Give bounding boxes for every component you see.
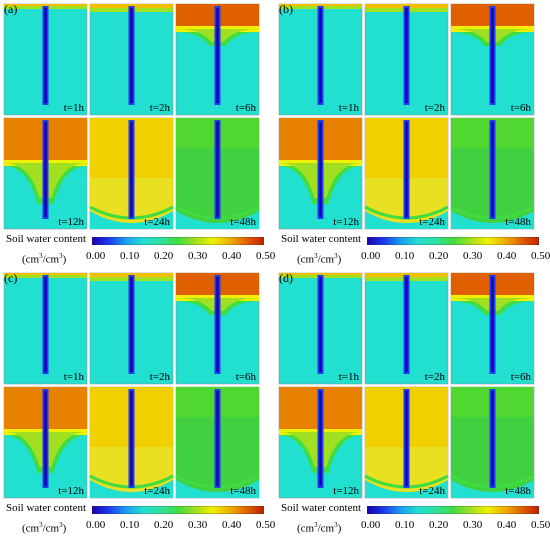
time-label: t=6h — [236, 371, 257, 383]
soil-profile-subplot — [89, 386, 174, 499]
time-label: t=1h — [64, 371, 85, 383]
colorbar-tick: 0.20 — [154, 250, 174, 262]
time-label: t=6h — [236, 102, 257, 114]
time-label: t=48h — [230, 216, 256, 228]
panel-label: (a) — [4, 2, 18, 16]
soil-profile-subplot — [364, 386, 449, 499]
colorbar — [92, 506, 264, 514]
colorbar-unit: (cm3/cm3) — [22, 521, 67, 535]
soil-profile-subplot — [3, 272, 88, 385]
colorbar-tick: 0.40 — [497, 250, 517, 262]
time-label: t=6h — [511, 371, 532, 383]
colorbar — [367, 506, 539, 514]
time-label: t=12h — [58, 485, 84, 497]
colorbar-tick: 0.10 — [120, 519, 140, 531]
panel-label: (d) — [279, 271, 293, 285]
soil-profile-subplot — [278, 272, 363, 385]
colorbar-title: Soil water content — [6, 502, 87, 514]
time-label: t=24h — [144, 485, 170, 497]
panel-plots: t=1h t=2h t=6h t=12h t=24h t=48h — [278, 3, 535, 230]
colorbar-tick: 0.10 — [120, 250, 140, 262]
colorbar — [367, 237, 539, 245]
colorbar-unit: (cm3/cm3) — [22, 252, 67, 266]
panel-plots: t=1h t=2h t=6h t=12h t=24h t=48h — [3, 272, 260, 499]
time-label: t=48h — [230, 485, 256, 497]
time-label: t=1h — [64, 102, 85, 114]
colorbar-tick: 0.30 — [463, 250, 483, 262]
colorbar-tick: 0.50 — [531, 519, 550, 531]
panel-label: (b) — [279, 2, 293, 16]
time-label: t=1h — [339, 102, 360, 114]
time-label: t=48h — [505, 216, 531, 228]
colorbar-tick: 0.50 — [531, 250, 550, 262]
colorbar-unit: (cm3/cm3) — [297, 521, 342, 535]
soil-profile-subplot — [364, 3, 449, 116]
panel-d: (d) t=1h t=2h t=6h t=12h t=24h t=48h Soil water… — [275, 269, 550, 538]
colorbar-tick: 0.30 — [188, 519, 208, 531]
time-label: t=6h — [511, 102, 532, 114]
soil-profile-subplot — [3, 3, 88, 116]
panel-label: (c) — [4, 271, 18, 285]
panel-plots: t=1h t=2h t=6h t=12h t=24h t=48h — [278, 272, 535, 499]
colorbar-tick: 0.00 — [361, 519, 381, 531]
colorbar-tick: 0.40 — [497, 519, 517, 531]
time-label: t=24h — [144, 216, 170, 228]
colorbar-tick: 0.10 — [395, 250, 415, 262]
colorbar-tick: 0.20 — [429, 250, 449, 262]
soil-profile-subplot — [450, 117, 535, 230]
soil-profile-subplot — [450, 272, 535, 385]
time-label: t=2h — [425, 371, 446, 383]
panel-plots: t=1h t=2h t=6h t=12h t=24h t=48h — [3, 3, 260, 230]
colorbar-tick: 0.00 — [86, 519, 106, 531]
panel-b: (b) t=1h t=2h t=6h t=12h t=24h t=48h Soil water… — [275, 0, 550, 269]
soil-profile-subplot — [364, 117, 449, 230]
colorbar-tick: 0.50 — [256, 519, 276, 531]
soil-profile-subplot — [450, 386, 535, 499]
soil-profile-subplot — [175, 117, 260, 230]
time-label: t=2h — [425, 102, 446, 114]
colorbar-tick: 0.20 — [429, 519, 449, 531]
colorbar-title: Soil water content — [6, 233, 87, 245]
soil-profile-subplot — [175, 3, 260, 116]
soil-profile-subplot — [3, 117, 88, 230]
colorbar-tick: 0.40 — [222, 519, 242, 531]
colorbar-tick: 0.30 — [463, 519, 483, 531]
soil-profile-subplot — [278, 3, 363, 116]
colorbar-title: Soil water content — [281, 502, 362, 514]
time-label: t=2h — [150, 371, 171, 383]
soil-profile-subplot — [278, 117, 363, 230]
time-label: t=1h — [339, 371, 360, 383]
soil-profile-subplot — [3, 386, 88, 499]
soil-profile-subplot — [450, 3, 535, 116]
colorbar-tick: 0.20 — [154, 519, 174, 531]
time-label: t=12h — [333, 485, 359, 497]
soil-profile-subplot — [278, 386, 363, 499]
time-label: t=12h — [333, 216, 359, 228]
soil-profile-subplot — [89, 117, 174, 230]
colorbar-tick: 0.00 — [86, 250, 106, 262]
soil-profile-subplot — [175, 386, 260, 499]
colorbar-unit: (cm3/cm3) — [297, 252, 342, 266]
panel-a: (a) t=1h t=2h t=6h t=12h t=24h t=48h Soil water… — [0, 0, 275, 269]
time-label: t=48h — [505, 485, 531, 497]
colorbar-tick: 0.50 — [256, 250, 276, 262]
soil-profile-subplot — [175, 272, 260, 385]
soil-profile-subplot — [89, 3, 174, 116]
colorbar-title: Soil water content — [281, 233, 362, 245]
time-label: t=24h — [419, 485, 445, 497]
time-label: t=12h — [58, 216, 84, 228]
time-label: t=2h — [150, 102, 171, 114]
time-label: t=24h — [419, 216, 445, 228]
colorbar-tick: 0.00 — [361, 250, 381, 262]
colorbar-tick: 0.10 — [395, 519, 415, 531]
colorbar-tick: 0.40 — [222, 250, 242, 262]
colorbar-tick: 0.30 — [188, 250, 208, 262]
soil-profile-subplot — [89, 272, 174, 385]
colorbar — [92, 237, 264, 245]
soil-profile-subplot — [364, 272, 449, 385]
panel-c: (c) t=1h t=2h t=6h t=12h t=24h t=48h Soil water… — [0, 269, 275, 538]
